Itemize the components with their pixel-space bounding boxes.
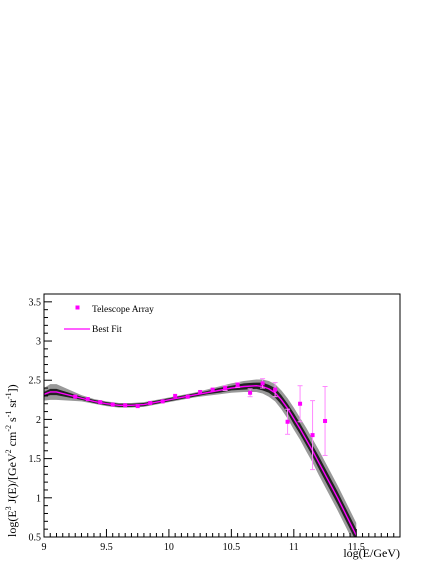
data-point xyxy=(173,393,178,398)
y-label-text: J(E)/[GeV xyxy=(5,453,19,506)
data-point xyxy=(260,381,265,386)
fit-band-inner xyxy=(44,382,357,537)
y-label-text: cm xyxy=(5,431,19,449)
data-point xyxy=(298,401,303,406)
x-tick-label: 10 xyxy=(164,542,174,553)
best-fit-line-group xyxy=(44,385,357,536)
data-point xyxy=(98,400,103,405)
fit-uncertainty-bands xyxy=(44,379,357,537)
y-label-text: s xyxy=(5,417,19,425)
data-point xyxy=(235,382,240,387)
data-point xyxy=(285,419,290,424)
data-point xyxy=(323,418,328,423)
y-tick-label: 0.5 xyxy=(29,533,42,544)
legend-fit-label: Best Fit xyxy=(92,325,122,335)
y-tick-label: 3 xyxy=(36,337,41,348)
legend-data-label: Telescope Array xyxy=(92,305,154,315)
x-axis: 9 9.5 10 10.5 11 11.5 xyxy=(42,529,401,553)
y-label-text: log(E xyxy=(5,510,19,537)
y-label-superscript: -1 xyxy=(4,411,13,418)
x-tick-label: 9.5 xyxy=(100,542,113,553)
y-tick-label: 2.5 xyxy=(29,376,42,387)
y-axis: 0.5 1 1.5 2 2.5 3 3.5 xyxy=(29,293,52,544)
x-tick-label: 9 xyxy=(42,542,47,553)
y-label-superscript: -1 xyxy=(4,392,13,399)
x-tick-label: 11.5 xyxy=(348,542,365,553)
data-point xyxy=(248,390,253,395)
data-point xyxy=(185,394,190,399)
data-points-group xyxy=(73,378,328,471)
y-tick-label: 1.5 xyxy=(29,454,42,465)
y-axis-label: log(E3 J(E)/[GeV2 cm-2 s-1 sr-1]) xyxy=(4,384,19,537)
data-point xyxy=(135,404,140,409)
y-tick-label: 2 xyxy=(36,415,41,426)
data-point xyxy=(110,402,115,407)
y-label-text: ]) xyxy=(5,384,19,392)
best-fit-line xyxy=(44,385,357,536)
data-point xyxy=(148,400,153,405)
y-label-superscript: 2 xyxy=(4,449,13,453)
y-label-superscript: 3 xyxy=(4,506,13,510)
y-label-superscript: -2 xyxy=(4,425,13,432)
data-point xyxy=(198,389,203,394)
data-point xyxy=(85,397,90,402)
data-point xyxy=(223,386,228,391)
y-label-text: sr xyxy=(5,399,19,411)
x-axis-label: log(E/GeV) xyxy=(343,546,400,560)
legend: Telescope Array Best Fit xyxy=(64,305,154,335)
x-tick-label: 11 xyxy=(289,542,299,553)
x-tick-label: 10.5 xyxy=(223,542,241,553)
data-point xyxy=(273,387,278,392)
data-point xyxy=(210,387,215,392)
y-tick-label: 3.5 xyxy=(29,297,42,308)
data-point xyxy=(160,399,165,404)
data-point xyxy=(123,403,128,408)
y-tick-label: 1 xyxy=(36,493,41,504)
legend-data-marker xyxy=(75,305,80,310)
fit-band-outer xyxy=(44,379,357,537)
data-point xyxy=(310,433,315,438)
data-point xyxy=(73,394,78,399)
plot-frame xyxy=(43,293,401,538)
